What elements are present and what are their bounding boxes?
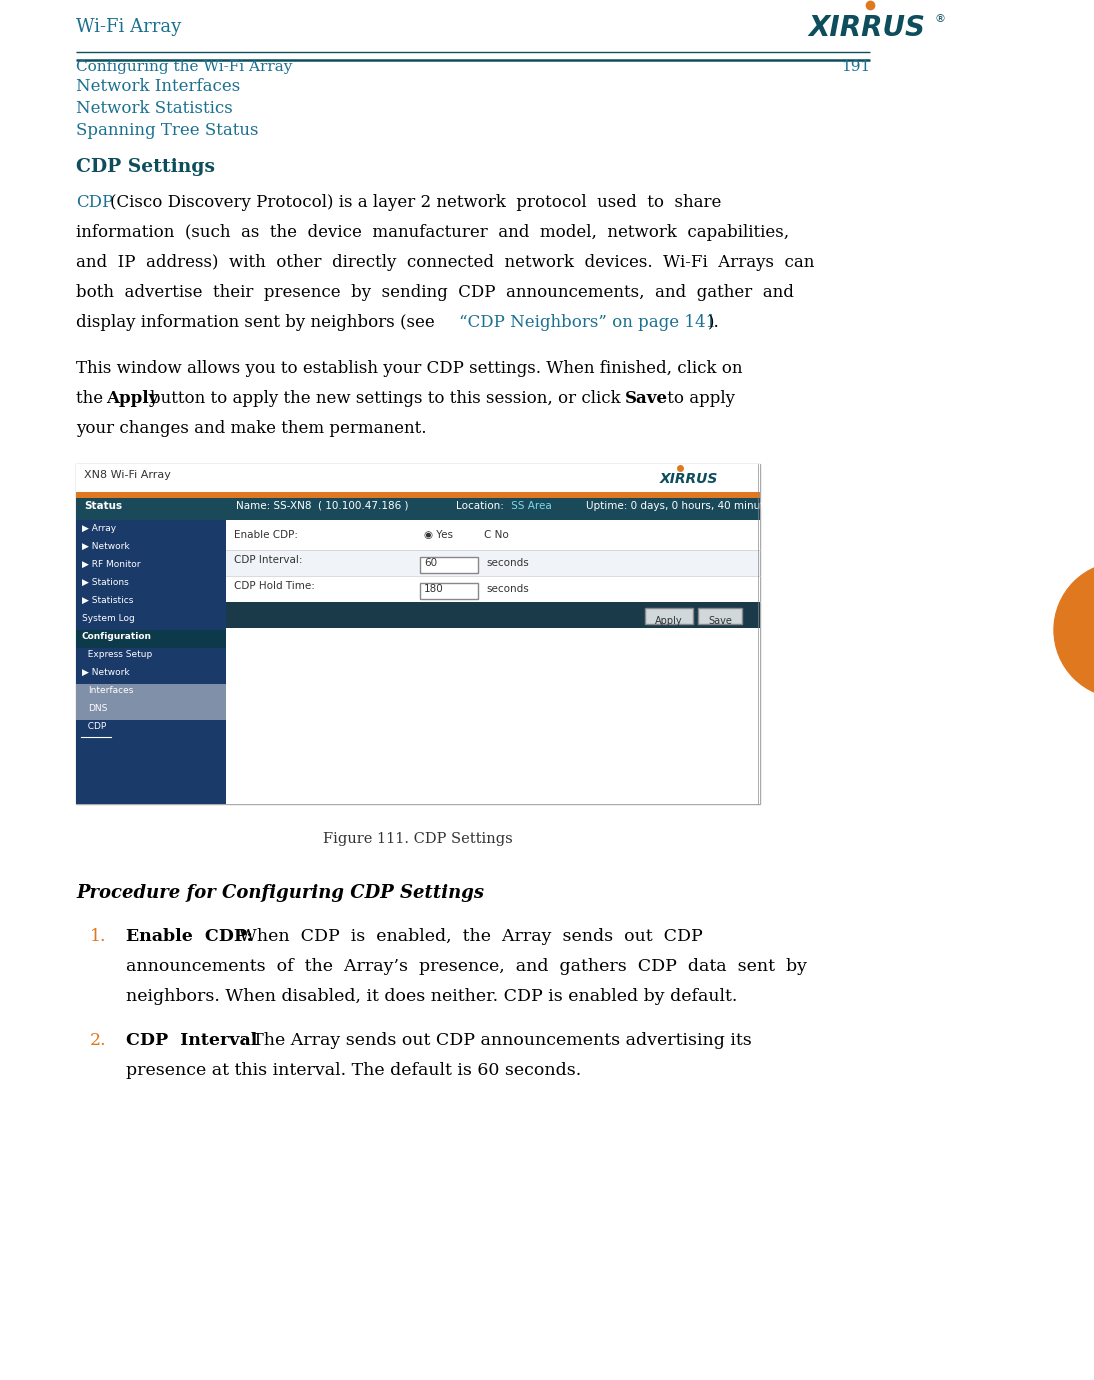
Text: display information sent by neighbors (see: display information sent by neighbors (s…	[75, 315, 440, 331]
Bar	[226, 524, 760, 551]
Text: ▶ Network: ▶ Network	[82, 542, 129, 551]
Bar	[75, 498, 760, 520]
Text: CDP: CDP	[75, 195, 114, 211]
Text: Status: Status	[84, 501, 123, 511]
Text: SS Area: SS Area	[508, 501, 551, 511]
Text: both  advertise  their  presence  by  sending  CDP  announcements,  and  gather : both advertise their presence by sending…	[75, 284, 794, 301]
Text: ▶ RF Monitor: ▶ RF Monitor	[82, 560, 140, 569]
Text: XIRRUS: XIRRUS	[808, 14, 926, 41]
Bar	[75, 702, 226, 720]
Text: seconds: seconds	[486, 558, 528, 569]
Bar	[226, 575, 760, 602]
Bar	[75, 464, 760, 493]
Bar	[226, 602, 760, 628]
Bar	[75, 493, 760, 498]
Text: neighbors. When disabled, it does neither. CDP is enabled by default.: neighbors. When disabled, it does neithe…	[126, 988, 737, 1005]
Text: Interfaces: Interfaces	[88, 686, 133, 696]
Text: your changes and make them permanent.: your changes and make them permanent.	[75, 420, 427, 437]
Text: “CDP Neighbors” on page 141: “CDP Neighbors” on page 141	[459, 315, 717, 331]
Text: 180: 180	[424, 584, 444, 593]
Text: Procedure for Configuring CDP Settings: Procedure for Configuring CDP Settings	[75, 885, 484, 903]
Text: XIRRUS: XIRRUS	[660, 472, 719, 486]
Text: ▶ Stations: ▶ Stations	[82, 578, 129, 586]
Text: ▶ Array: ▶ Array	[82, 524, 116, 533]
Text: Configuration: Configuration	[82, 632, 152, 640]
Text: 2.: 2.	[90, 1032, 106, 1049]
Text: Apply: Apply	[106, 391, 159, 407]
Bar	[226, 602, 760, 628]
Text: Uptime: 0 days, 0 hours, 40 minutes: Uptime: 0 days, 0 hours, 40 minutes	[586, 501, 777, 511]
Text: Save: Save	[625, 391, 668, 407]
Text: to apply: to apply	[662, 391, 735, 407]
Text: This window allows you to establish your CDP settings. When finished, click on: This window allows you to establish your…	[75, 360, 743, 377]
Text: information  (such  as  the  device  manufacturer  and  model,  network  capabil: information (such as the device manufact…	[75, 224, 789, 241]
Text: 1.: 1.	[90, 927, 106, 945]
Text: button to apply the new settings to this session, or click: button to apply the new settings to this…	[150, 391, 626, 407]
Text: Network Interfaces: Network Interfaces	[75, 79, 241, 95]
Text: CDP Settings: CDP Settings	[75, 157, 216, 177]
Bar	[75, 631, 226, 649]
Text: Configuring the Wi-Fi Array: Configuring the Wi-Fi Array	[75, 59, 292, 75]
Text: 191: 191	[841, 59, 870, 75]
Text: ).: ).	[708, 315, 720, 331]
Text: Location:: Location:	[456, 501, 504, 511]
Text: Apply: Apply	[655, 615, 683, 627]
Bar	[420, 582, 478, 599]
Text: Enable CDP:: Enable CDP:	[234, 530, 298, 540]
Text: System Log: System Log	[82, 614, 135, 622]
Circle shape	[1054, 562, 1094, 698]
Text: C No: C No	[484, 530, 509, 540]
Text: ▶ Statistics: ▶ Statistics	[82, 596, 133, 604]
Text: Figure 111. CDP Settings: Figure 111. CDP Settings	[323, 832, 513, 846]
Bar	[75, 464, 760, 805]
Text: XN8 Wi-Fi Array: XN8 Wi-Fi Array	[84, 471, 171, 480]
Text: ®: ®	[935, 14, 946, 23]
Text: the: the	[75, 391, 108, 407]
Text: and  IP  address)  with  other  directly  connected  network  devices.  Wi-Fi  A: and IP address) with other directly conn…	[75, 254, 814, 270]
Bar	[226, 551, 760, 575]
Text: Wi-Fi Array: Wi-Fi Array	[75, 18, 182, 36]
Bar	[420, 558, 478, 573]
Text: 60: 60	[424, 558, 438, 569]
Text: CDP Interval:: CDP Interval:	[234, 555, 303, 564]
Text: DNS: DNS	[88, 704, 107, 713]
Text: CDP: CDP	[82, 722, 106, 731]
Bar	[75, 684, 226, 702]
Text: announcements  of  the  Array’s  presence,  and  gathers  CDP  data  sent  by: announcements of the Array’s presence, a…	[126, 958, 807, 976]
Text: presence at this interval. The default is 60 seconds.: presence at this interval. The default i…	[126, 1063, 581, 1079]
Text: Spanning Tree Status: Spanning Tree Status	[75, 121, 258, 139]
Text: : The Array sends out CDP announcements advertising its: : The Array sends out CDP announcements …	[241, 1032, 752, 1049]
Bar	[698, 609, 742, 624]
Text: ▶ Network: ▶ Network	[82, 668, 129, 678]
Text: Network Statistics: Network Statistics	[75, 99, 233, 117]
Text: Name: SS-XN8  ( 10.100.47.186 ): Name: SS-XN8 ( 10.100.47.186 )	[236, 501, 408, 511]
Text: Enable  CDP:: Enable CDP:	[126, 927, 253, 945]
Text: Save: Save	[708, 615, 732, 627]
Text: Express Setup: Express Setup	[82, 650, 152, 660]
Text: When  CDP  is  enabled,  the  Array  sends  out  CDP: When CDP is enabled, the Array sends out…	[228, 927, 702, 945]
Bar	[75, 520, 226, 805]
Text: seconds: seconds	[486, 584, 528, 593]
Text: CDP Hold Time:: CDP Hold Time:	[234, 581, 315, 591]
Text: (Cisco Discovery Protocol) is a layer 2 network  protocol  used  to  share: (Cisco Discovery Protocol) is a layer 2 …	[110, 195, 721, 211]
Text: CDP  Interval: CDP Interval	[126, 1032, 257, 1049]
Bar	[645, 609, 693, 624]
Text: ◉ Yes: ◉ Yes	[424, 530, 453, 540]
Bar	[226, 520, 760, 805]
